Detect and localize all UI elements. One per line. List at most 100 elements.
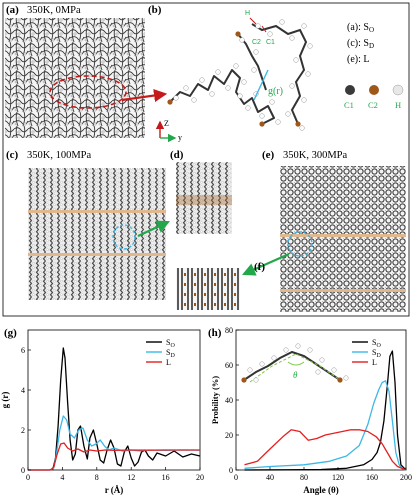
g-legend-label: SD xyxy=(166,348,175,359)
inset-angle-arc xyxy=(287,361,305,366)
atom-swatch-c1 xyxy=(345,85,355,95)
chart-h-plot xyxy=(244,350,407,471)
chart-g-ylabel: g (r) xyxy=(0,392,10,409)
panel-d: (d) xyxy=(170,149,232,234)
legend-box: (a): SO (c): SD (e): L C1 C2 H xyxy=(344,22,404,110)
atom-legend-c1: C1 xyxy=(344,100,354,110)
interface-c-2 xyxy=(28,253,166,256)
h-series-l xyxy=(244,429,407,471)
h-xtick-label: 40 xyxy=(266,473,274,482)
panel-b: (b) g(r) H C2 C1 Z y xyxy=(148,4,313,143)
h-ytick-label: 20 xyxy=(225,431,233,440)
arrow-c-to-d xyxy=(137,220,170,237)
chart-g-plot xyxy=(28,347,201,471)
panel-f-render xyxy=(176,268,240,310)
g-series-so xyxy=(28,347,201,471)
atom-label-h: H xyxy=(245,10,250,17)
inset-c2-right xyxy=(337,377,343,383)
panel-a-condition: 350K, 0MPa xyxy=(27,5,81,16)
chain-3 xyxy=(251,23,308,125)
panel-e-condition: 350K, 300MPa xyxy=(283,150,348,161)
panel-h-letter: (h) xyxy=(208,327,222,339)
inset-hydrogens xyxy=(247,343,349,383)
selection-e xyxy=(287,231,313,257)
panel-e-letter: (e) xyxy=(262,149,275,161)
panel-f: (f) xyxy=(176,261,265,310)
arrow-e-to-f xyxy=(241,252,290,276)
panel-c: (c) 350K, 100MPa xyxy=(6,149,166,300)
z-axis-label: Z xyxy=(164,119,169,128)
chart-g-xlabel: r (Å) xyxy=(105,485,124,495)
atom-pointer-lines xyxy=(249,17,267,33)
arrow-a-to-b xyxy=(121,88,168,103)
selection-c xyxy=(112,224,136,250)
panel-f-letter: (f) xyxy=(254,261,265,273)
panel-g-letter: (g) xyxy=(4,327,17,339)
panel-a-letter: (a) xyxy=(6,4,19,16)
h-legend-label: SD xyxy=(372,348,381,359)
g-xtick-label: 8 xyxy=(95,473,99,482)
inset-c2-left xyxy=(241,377,247,383)
layer-e-1 xyxy=(280,166,406,234)
atom-legend-c2: C2 xyxy=(368,100,378,110)
inset-theta: θ xyxy=(293,370,298,380)
interface-e-1 xyxy=(280,234,406,237)
chart-g-axes: 0 4 8 12 16 20 0 2 4 6 xyxy=(21,346,204,482)
h-xtick-label: 0 xyxy=(234,473,238,482)
g-series-sd xyxy=(28,415,201,471)
atom-label-c2: C2 xyxy=(252,39,261,46)
interface-c-1 xyxy=(28,210,166,213)
g-xtick-label: 20 xyxy=(196,473,204,482)
h-series-so xyxy=(244,350,407,471)
h-ytick-label: 0 xyxy=(229,466,233,475)
g-xtick-label: 0 xyxy=(26,473,30,482)
y-axis-label: y xyxy=(178,133,182,142)
selection-ellipse xyxy=(49,75,127,109)
c2-atoms xyxy=(167,31,301,127)
chart-g-frame xyxy=(27,329,201,471)
panel-b-letter: (b) xyxy=(148,4,162,16)
g-legend-label: SO xyxy=(166,338,175,349)
layer-c-1 xyxy=(28,168,166,210)
panel-c-letter: (c) xyxy=(6,149,19,161)
atom-label-c1: C1 xyxy=(266,39,275,46)
g-xtick-label: 4 xyxy=(60,473,64,482)
top-frame xyxy=(2,2,410,317)
h-ytick-label: 80 xyxy=(225,326,233,335)
interface-e-2 xyxy=(280,289,406,292)
g-ytick-label: 0 xyxy=(21,466,25,475)
layer-e-2 xyxy=(280,237,406,289)
legend-row-c: (c): SD xyxy=(347,38,374,50)
gr-label: g(r) xyxy=(268,86,283,97)
panel-d-interface xyxy=(176,195,232,205)
hydrogen-atoms xyxy=(173,19,313,131)
panel-a-render xyxy=(5,18,145,138)
chart-h-ylabel: Probility (%) xyxy=(210,376,220,424)
legend-row-e: (e): L xyxy=(347,54,370,65)
panel-h: (h) θ 0 40 80 120 160 200 0 20 40 60 80 Probility … xyxy=(208,326,412,495)
panel-d-letter: (d) xyxy=(170,149,184,161)
g-xtick-label: 16 xyxy=(162,473,170,482)
chart-h-frame xyxy=(235,329,407,471)
h-legend-label: L xyxy=(372,358,377,367)
h-ytick-label: 40 xyxy=(225,396,233,405)
panel-c-condition: 350K, 100MPa xyxy=(27,150,92,161)
h-xtick-label: 120 xyxy=(332,473,344,482)
atom-swatch-h xyxy=(392,84,404,96)
chain-1 xyxy=(169,69,275,125)
h-xtick-label: 200 xyxy=(400,473,412,482)
h-legend-label: SO xyxy=(372,338,381,349)
h-xtick-label: 80 xyxy=(300,473,308,482)
h-series-sd xyxy=(244,380,407,471)
g-ytick-label: 2 xyxy=(21,426,25,435)
panel-a: (a) 350K, 0MPa xyxy=(5,4,145,138)
layer-e-3 xyxy=(280,292,406,312)
h-ytick-label: 60 xyxy=(225,361,233,370)
g-ytick-label: 6 xyxy=(21,346,25,355)
g-ytick-label: 4 xyxy=(21,386,25,395)
chart-h-xlabel: Angle (θ) xyxy=(303,485,338,495)
h-xtick-label: 160 xyxy=(366,473,378,482)
g-xtick-label: 12 xyxy=(127,473,135,482)
